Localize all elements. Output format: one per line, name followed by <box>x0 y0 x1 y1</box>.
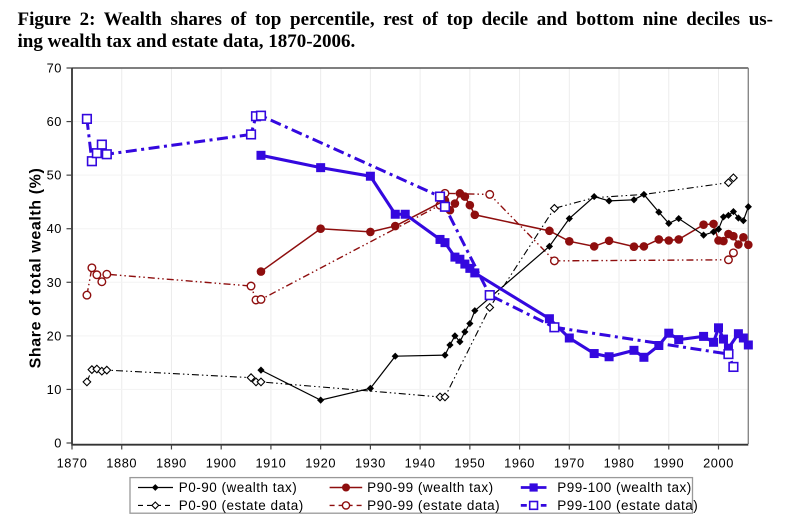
svg-text:P0-90 (estate data): P0-90 (estate data) <box>179 498 304 513</box>
svg-text:1870: 1870 <box>57 456 88 471</box>
svg-text:P0-90 (wealth tax): P0-90 (wealth tax) <box>179 480 298 495</box>
svg-text:1970: 1970 <box>554 456 585 471</box>
svg-text:60: 60 <box>47 114 62 129</box>
svg-text:P99-100 (estate data): P99-100 (estate data) <box>557 498 698 513</box>
svg-text:1940: 1940 <box>405 456 436 471</box>
svg-text:P90-99 (wealth tax): P90-99 (wealth tax) <box>367 480 494 495</box>
svg-text:1920: 1920 <box>305 456 336 471</box>
svg-text:1950: 1950 <box>454 456 485 471</box>
svg-text:1990: 1990 <box>653 456 684 471</box>
svg-text:20: 20 <box>47 328 62 343</box>
svg-text:Share of total wealth (%): Share of total wealth (%) <box>28 168 45 369</box>
svg-text:1910: 1910 <box>255 456 286 471</box>
svg-text:10: 10 <box>47 382 62 397</box>
svg-text:40: 40 <box>47 221 62 236</box>
svg-text:0: 0 <box>54 436 62 451</box>
svg-text:2000: 2000 <box>703 456 734 471</box>
svg-text:50: 50 <box>47 168 62 183</box>
svg-text:P90-99 (estate data): P90-99 (estate data) <box>367 498 500 513</box>
svg-text:1930: 1930 <box>355 456 386 471</box>
svg-text:1900: 1900 <box>206 456 237 471</box>
svg-text:1980: 1980 <box>604 456 635 471</box>
svg-text:P99-100 (wealth tax): P99-100 (wealth tax) <box>557 480 692 495</box>
svg-text:30: 30 <box>47 275 62 290</box>
svg-text:1960: 1960 <box>504 456 535 471</box>
svg-text:70: 70 <box>47 61 62 76</box>
svg-text:1890: 1890 <box>156 456 187 471</box>
svg-text:1880: 1880 <box>106 456 137 471</box>
